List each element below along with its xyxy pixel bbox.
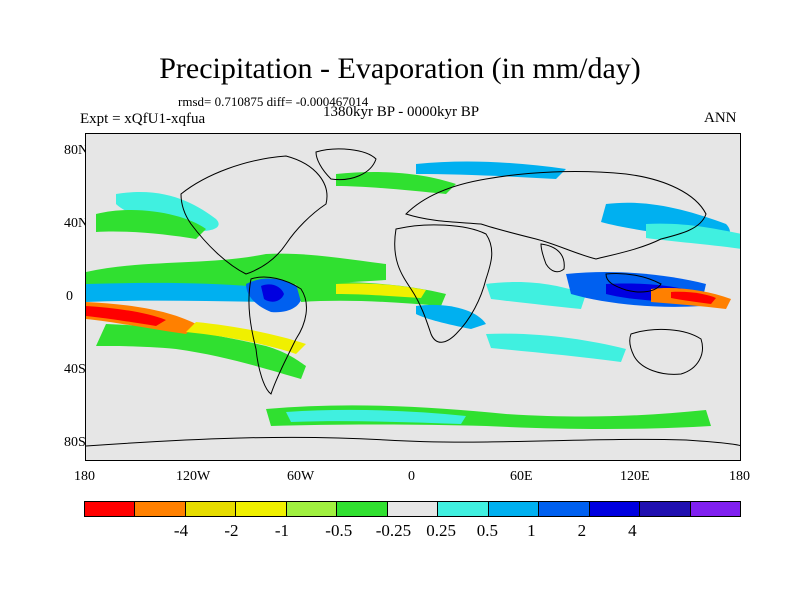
period-label: 1380kyr BP - 0000kyr BP — [323, 104, 480, 120]
field-yellow-south-pacific — [186, 322, 306, 354]
lon-label-120w: 120W — [176, 469, 211, 484]
colorbar-swatch — [386, 501, 439, 517]
coastline-europe-asia — [405, 171, 707, 260]
colorbar-swatch — [184, 501, 237, 517]
coastline-maritime-continent — [605, 273, 662, 293]
lon-label-60e: 60E — [510, 469, 533, 484]
coastline-india — [540, 243, 565, 273]
field-cyan-north-west-pacific — [646, 223, 740, 249]
lat-label-80s: 80S — [64, 435, 86, 450]
colorbar-label: 1 — [527, 521, 536, 540]
colorbar-swatch — [639, 501, 691, 517]
lon-label-60w: 60W — [287, 469, 315, 484]
colorbar-swatch — [285, 501, 338, 517]
field-green-band-north-pacific — [86, 253, 386, 290]
field-green-eurasia — [336, 172, 456, 194]
colorbar-swatch — [487, 501, 540, 517]
colorbar-label: -4 — [173, 521, 189, 540]
rmsd-diff-stats: rmsd= 0.710875 diff= -0.000467014 — [178, 94, 369, 109]
field-blue-band-equator-pacific — [86, 282, 291, 302]
colorbar-swatch — [538, 501, 590, 517]
lat-label-40s: 40S — [64, 362, 86, 377]
world-map — [86, 148, 740, 447]
field-cyan-indian — [486, 282, 586, 309]
field-blue-africa — [416, 304, 486, 329]
coastline-antarctica — [86, 436, 740, 447]
colorbar-label: -2 — [224, 521, 239, 540]
colorbar-label: -0.25 — [375, 521, 412, 540]
coastline-north-america — [180, 155, 328, 275]
coastline-australia — [629, 329, 703, 375]
experiment-label: Expt = xQfU1-xqfua — [80, 111, 206, 127]
colorbar-label: 0.25 — [426, 521, 456, 540]
field-cyan-north-pacific — [116, 192, 219, 231]
colorbar-swatch — [84, 501, 136, 517]
colorbar-swatch — [588, 501, 641, 517]
coastline-south-america — [248, 276, 307, 395]
lon-label-0: 0 — [408, 469, 415, 484]
coastline-africa — [394, 224, 493, 343]
field-green-band-south-pacific — [96, 324, 306, 379]
lon-label-180e: 180 — [729, 469, 750, 484]
chart-title: Precipitation - Evaporation (in mm/day) — [159, 52, 641, 85]
field-green-north-pacific — [96, 209, 206, 239]
lat-label-80n: 80N — [64, 143, 89, 158]
colorbar-label: 4 — [628, 521, 637, 540]
colorbar-swatch — [336, 501, 388, 517]
colorbar — [84, 501, 742, 517]
lat-label-0: 0 — [66, 289, 73, 304]
lat-label-40n: 40N — [64, 216, 89, 231]
field-blue-eurasia — [416, 161, 566, 179]
field-cyan-south-indian — [486, 333, 626, 362]
colorbar-label: 0.5 — [476, 521, 498, 540]
colorbar-label: -1 — [274, 521, 290, 540]
lon-label-120e: 120E — [620, 469, 650, 484]
colorbar-swatch — [437, 501, 489, 517]
field-cyan-southern-ocean — [286, 409, 466, 424]
coastline-greenland — [315, 148, 377, 181]
colorbar-swatch — [235, 501, 287, 517]
field-red-pacific — [86, 306, 166, 326]
field-red-west-pacific — [671, 291, 716, 304]
field-navy-amazon — [261, 284, 284, 302]
world-map-panel — [85, 133, 741, 461]
season-label: ANN — [704, 110, 737, 126]
colorbar-label: 2 — [577, 521, 587, 540]
colorbar-swatch — [689, 501, 742, 517]
field-yellow-atlantic — [336, 283, 426, 298]
colorbar-swatch — [134, 501, 186, 517]
colorbar-label: -0.5 — [325, 521, 353, 540]
lon-label-180w: 180 — [74, 469, 95, 484]
